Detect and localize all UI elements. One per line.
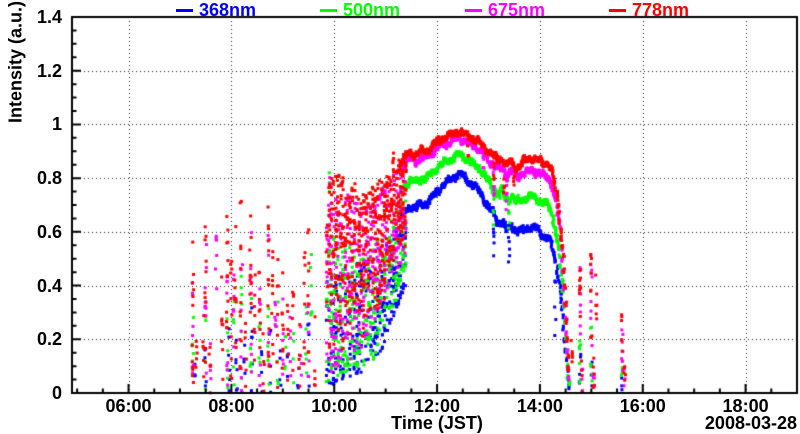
x-tick-label-14:00: 14:00 [516,396,563,416]
x-tick-label-10:00: 10:00 [311,396,358,416]
legend-item-368nm: 368nm [176,0,256,20]
legend-item-778nm: 778nm [609,0,689,20]
x-tick-label-06:00: 06:00 [105,396,152,416]
legend-item-500nm: 500nm [320,0,400,20]
legend-marker-778nm [609,8,626,12]
y-tick-label-0.6: 0.6 [36,221,62,242]
x-axis-title: Time (JST) [391,413,483,433]
legend-marker-368nm [176,8,193,12]
y-tick-label-0.8: 0.8 [36,168,62,189]
y-tick-label-0.4: 0.4 [36,275,62,296]
y-tick-label-0.2: 0.2 [36,329,62,350]
y-tick-label-1: 1 [51,114,62,135]
legend-marker-675nm [465,8,482,12]
legend-label-675nm: 675nm [488,0,546,20]
x-tick-label-18:00: 18:00 [722,396,769,416]
x-tick-label-16:00: 16:00 [619,396,666,416]
y-tick-label-0: 0 [51,383,62,403]
x-tick-label-08:00: 08:00 [208,396,255,416]
legend-label-500nm: 500nm [343,0,401,20]
legend-label-368nm: 368nm [199,0,257,20]
y-tick-label-1.4: 1.4 [36,7,62,27]
x-tick-label-12:00: 12:00 [414,396,461,416]
y-tick-label-1.2: 1.2 [36,60,62,81]
chart-legend: 368nm 500nm 675nm 778nm [0,0,800,20]
date-label: 2008-03-28 [704,413,797,433]
legend-item-675nm: 675nm [465,0,545,20]
legend-label-778nm: 778nm [632,0,690,20]
legend-marker-500nm [320,8,337,12]
